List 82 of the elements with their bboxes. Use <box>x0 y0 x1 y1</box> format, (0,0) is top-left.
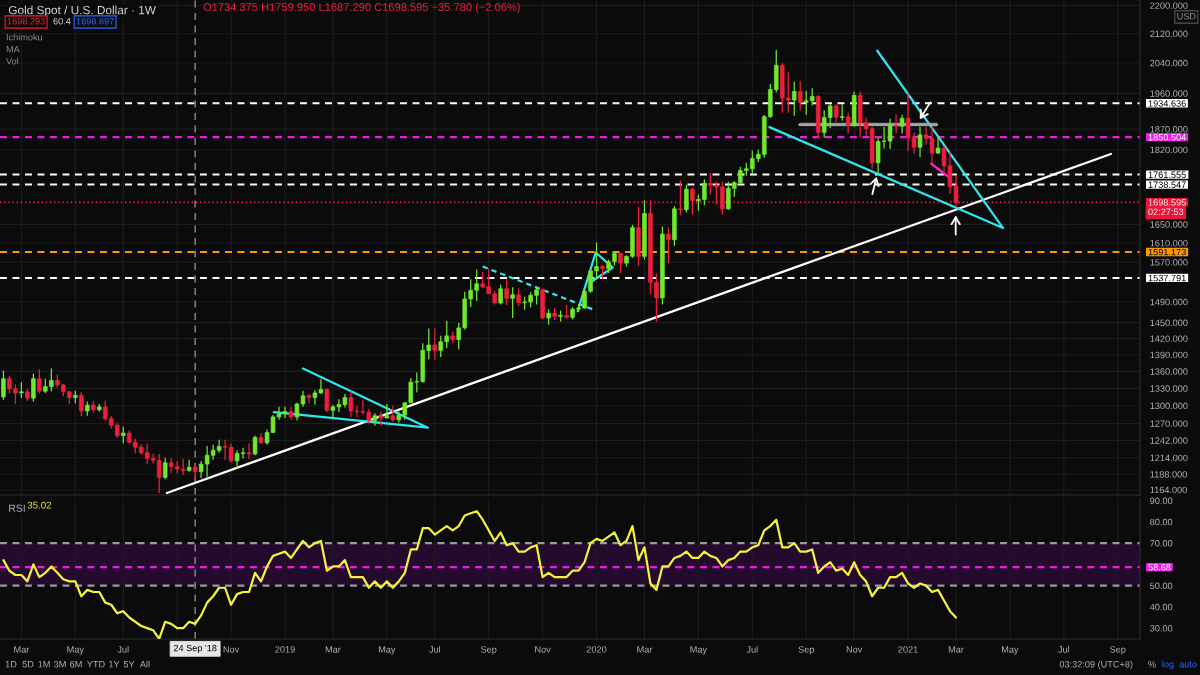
x-tick-label: Nov <box>223 646 240 653</box>
text: 1Y <box>109 661 120 668</box>
text: All <box>139 660 150 668</box>
y-tick-label: 1360.000 <box>1150 368 1188 375</box>
text: log <box>1162 660 1174 670</box>
x-tick-label: Mar <box>948 646 964 653</box>
x-tick-label: May <box>690 646 708 655</box>
y-tick-label: 1450.000 <box>1150 319 1188 327</box>
y-tick-label: 1214.000 <box>1150 454 1188 462</box>
annotation: MA <box>6 46 20 53</box>
y-tick-label: 90.00 <box>1150 497 1173 504</box>
x-tick-label: Mar <box>14 646 30 653</box>
x-tick-label: Mar <box>325 646 341 653</box>
y-tick-label: 1820.000 <box>1150 146 1188 154</box>
text: 3M <box>53 660 66 668</box>
text: 02:27:53 <box>1148 208 1184 215</box>
annotation: Ichimoku <box>6 33 43 41</box>
y-tick-label: 2120.000 <box>1150 30 1188 38</box>
ref-line-label: 1591.173 <box>1148 248 1186 256</box>
x-tick-label: Jul <box>429 645 441 653</box>
chart-subtitle: O1734.375 H1759.950 L1687.290 C1698.595 −35.780 (−2.06%) <box>203 2 520 14</box>
y-tick-label: 1490.000 <box>1150 298 1188 306</box>
y-tick-label: 1960.000 <box>1150 90 1188 97</box>
text: YTD <box>87 661 105 668</box>
x-tick-label: Nov <box>535 646 551 653</box>
x-tick-label: Jul <box>746 645 758 653</box>
ref-line-label: 58.68 <box>1148 564 1171 571</box>
x-tick-label: Nov <box>846 646 863 653</box>
y-tick-label: 30.00 <box>1150 625 1173 632</box>
y-tick-label: 1330.000 <box>1150 385 1188 392</box>
ref-line-label: 1738.547 <box>1148 181 1186 188</box>
text: 1D <box>5 661 17 668</box>
ref-line-label: 1850.504 <box>1148 134 1186 141</box>
text: 5D <box>22 661 34 668</box>
text: 6M <box>70 660 82 668</box>
ref-line-label: 1537.791 <box>1148 274 1186 282</box>
x-tick-label: 2021 <box>898 646 918 653</box>
y-tick-label: 2200.000 <box>1150 2 1188 9</box>
y-tick-label: 1390.000 <box>1150 351 1188 359</box>
y-tick-label: 1300.000 <box>1150 402 1188 410</box>
ref-line-label: 1698.595 <box>1148 199 1186 206</box>
text: 03:32:09 (UTC+8) <box>1059 660 1133 670</box>
y-tick-label: 1188.000 <box>1150 471 1187 478</box>
x-tick-label: Jul <box>1058 645 1070 653</box>
ref-line-label: 1761.555 <box>1148 171 1186 178</box>
y-tick-label: 1610.000 <box>1150 239 1188 247</box>
y-tick-label: 1650.000 <box>1150 221 1188 228</box>
text: 5Y <box>123 661 135 668</box>
annotation: 1698.897 <box>76 17 114 25</box>
y-tick-label: 40.00 <box>1149 603 1173 611</box>
x-tick-label: 2019 <box>275 646 295 653</box>
y-tick-label: 80.00 <box>1150 518 1173 526</box>
x-tick-label: May <box>378 646 396 655</box>
x-tick-label: Sep <box>798 646 814 655</box>
y-tick-label: 2040.000 <box>1150 59 1188 67</box>
ref-line-label: 24 Sep '18 <box>173 644 217 654</box>
x-tick-label: May <box>67 646 84 655</box>
chart-title: RSI <box>9 504 25 512</box>
y-tick-label: 1570.000 <box>1150 259 1188 266</box>
y-tick-label: 50.00 <box>1150 582 1173 590</box>
y-tick-label: 1270.000 <box>1150 420 1188 427</box>
x-tick-label: Sep <box>1110 646 1126 655</box>
y-tick-label: 1870.000 <box>1150 126 1188 133</box>
chart-subtitle: 35.02 <box>27 501 52 509</box>
x-tick-label: Sep <box>480 646 497 655</box>
annotation: Vol <box>6 57 19 65</box>
chart-title: Gold Spot / U.S. Dollar · 1W <box>8 5 156 17</box>
text: % <box>1148 661 1156 668</box>
y-tick-label: 1242.000 <box>1150 437 1188 444</box>
y-tick-label: 70.00 <box>1150 540 1173 547</box>
text: 1M <box>38 661 50 668</box>
annotation: 60.4 <box>53 17 71 25</box>
annotation: 1698.293 <box>7 17 45 25</box>
y-tick-label: 1164.000 <box>1150 486 1187 494</box>
ref-line-label: 1934.636 <box>1148 100 1186 107</box>
text: auto <box>1179 661 1197 668</box>
x-tick-label: 2020 <box>586 646 607 653</box>
text: USD <box>1177 12 1196 20</box>
x-tick-label: May <box>1002 646 1019 655</box>
x-tick-label: Jul <box>117 645 129 653</box>
y-tick-label: 1420.000 <box>1150 335 1188 342</box>
x-tick-label: Mar <box>637 646 653 653</box>
